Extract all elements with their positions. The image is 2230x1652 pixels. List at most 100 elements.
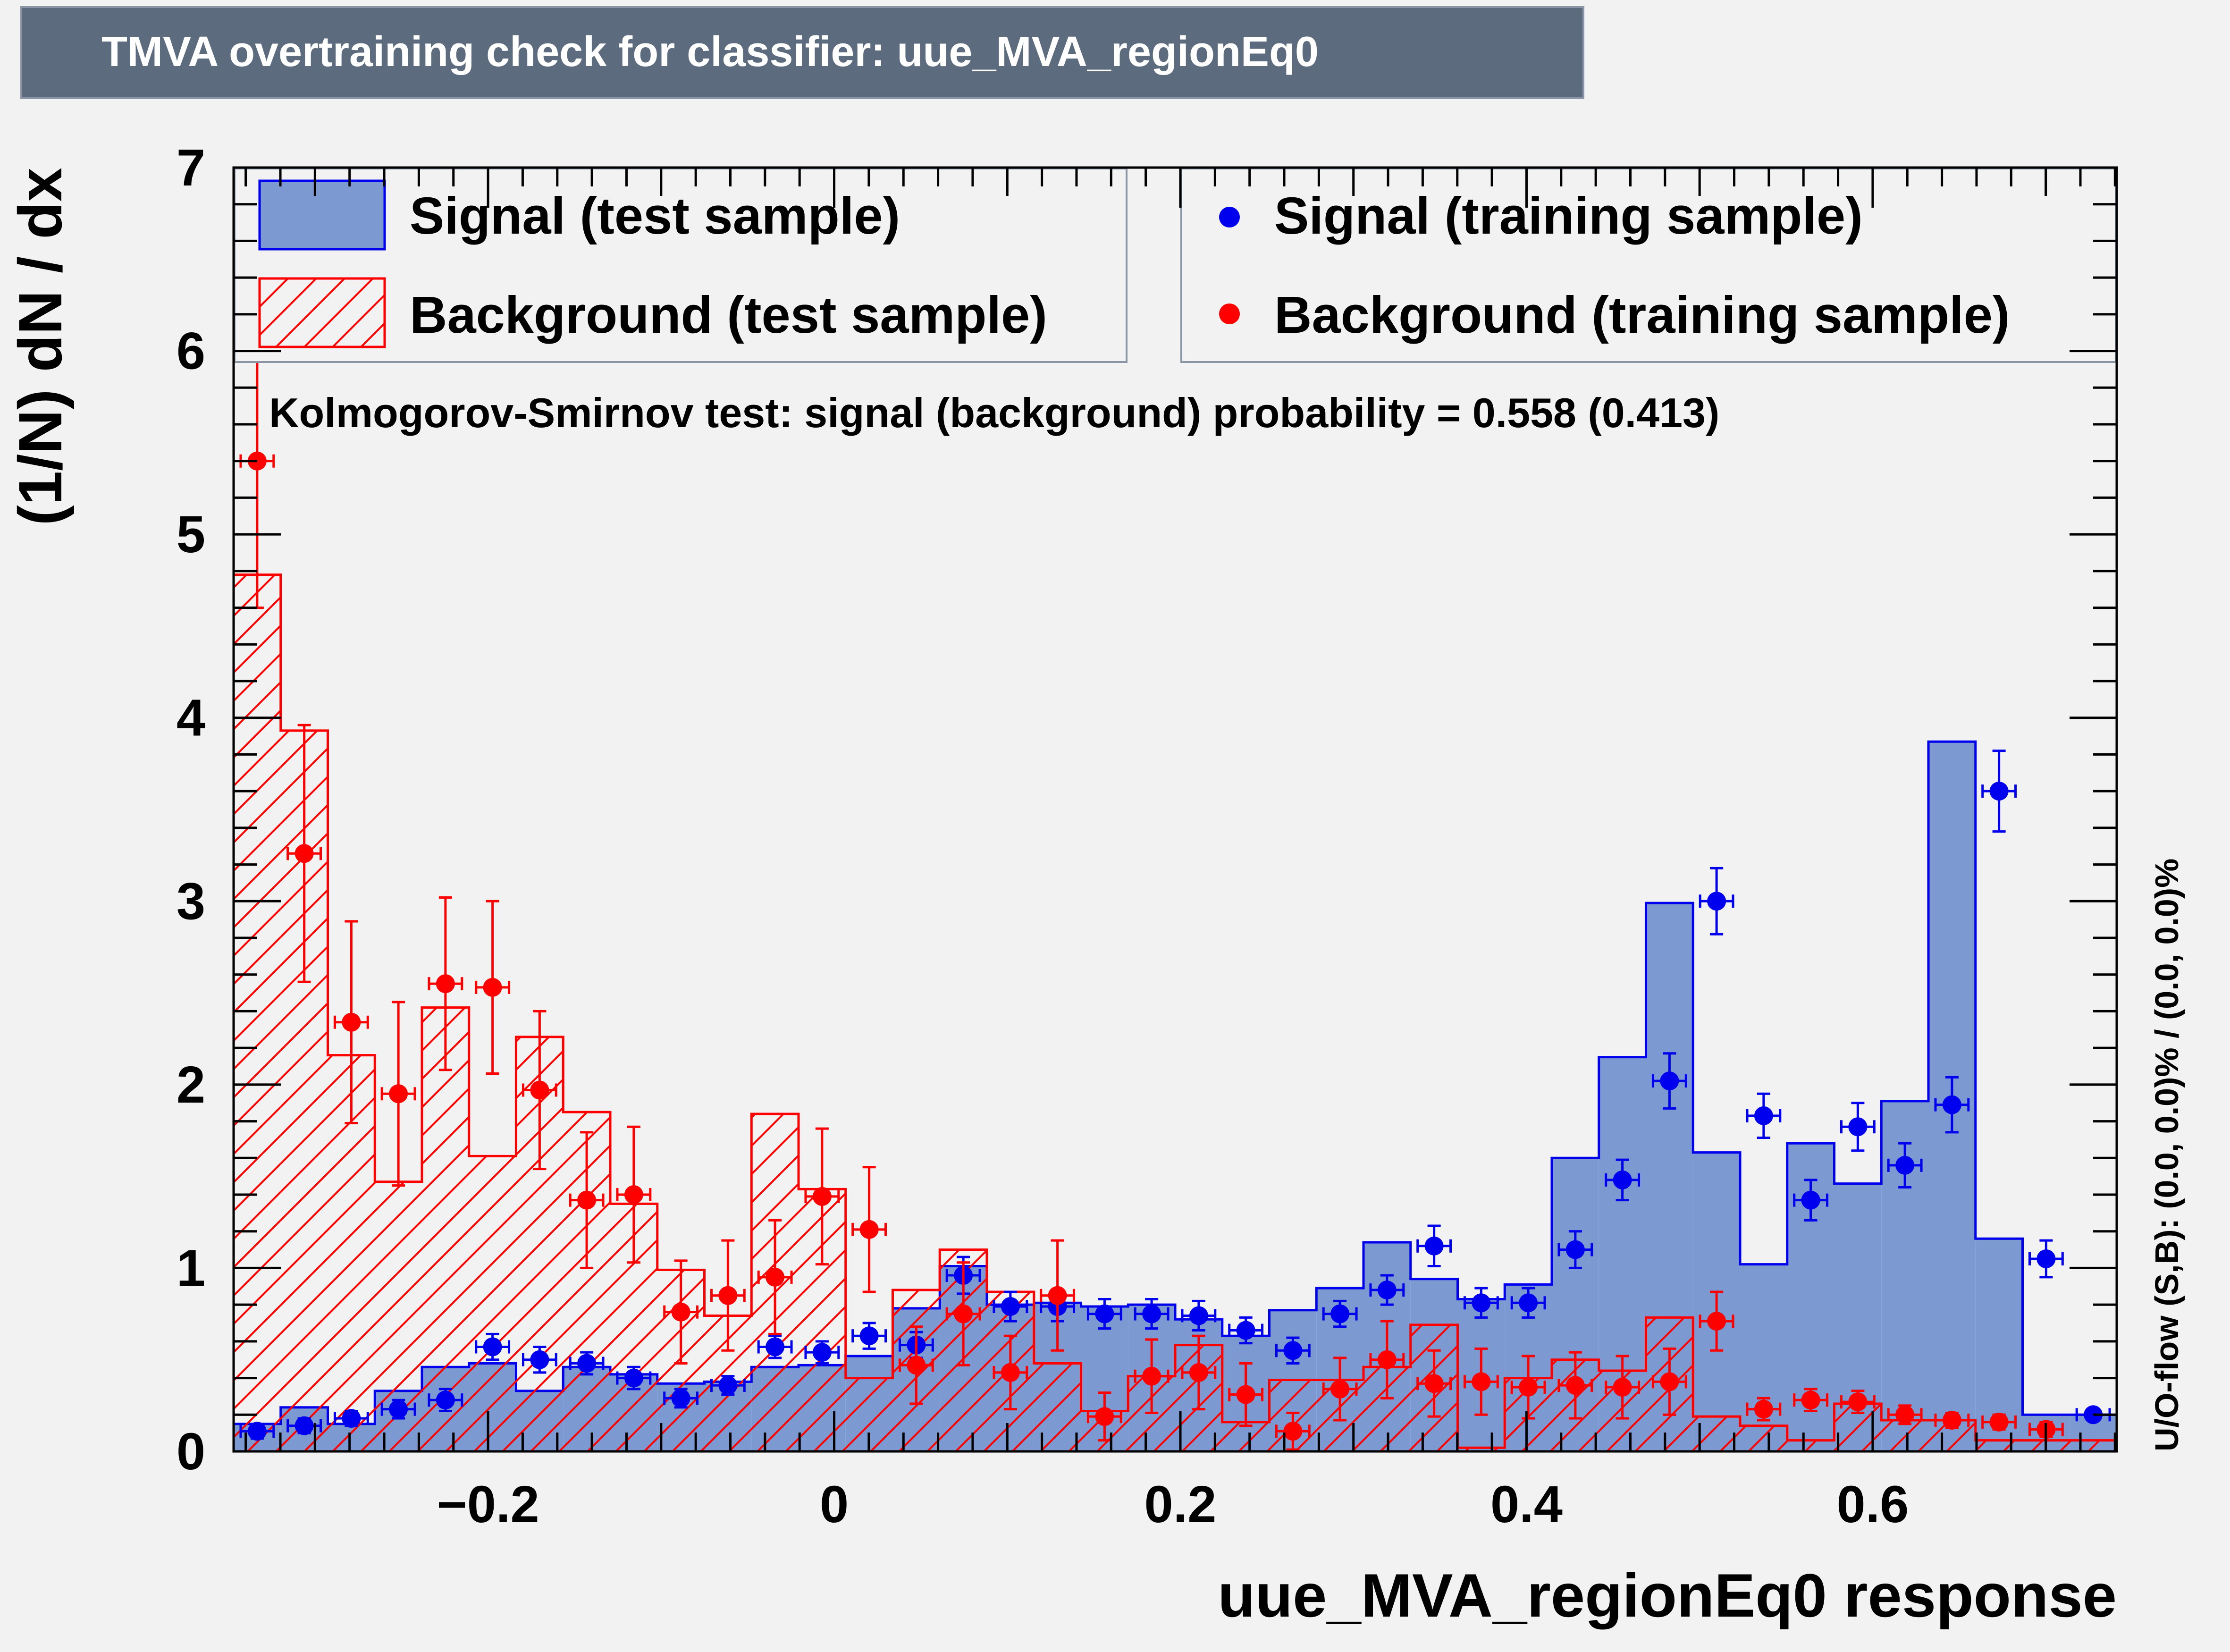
y-tick-label: 3 [177, 872, 205, 930]
background-test-bar [234, 574, 281, 1451]
background-training-marker [1001, 1363, 1020, 1382]
background-training-marker [1330, 1379, 1350, 1399]
signal-training-marker [577, 1354, 597, 1373]
background-training-point [1981, 1412, 2017, 1432]
signal-training-marker [1330, 1304, 1350, 1323]
background-test-bar [2070, 1440, 2117, 1451]
background-training-point [993, 1334, 1028, 1411]
signal-training-point [1275, 1336, 1311, 1365]
signal-training-marker [1660, 1071, 1679, 1091]
background-training-point [1322, 1357, 1358, 1422]
background-test-bar [469, 1156, 516, 1451]
background-training-point [1134, 1338, 1170, 1414]
signal-training-marker [1424, 1236, 1444, 1256]
signal-training-marker [1283, 1341, 1303, 1360]
background-training-marker [671, 1302, 690, 1322]
title-banner [20, 6, 1584, 99]
background-training-marker [342, 1012, 361, 1032]
signal-training-point [1086, 1298, 1122, 1330]
signal-training-point [1134, 1298, 1170, 1330]
legend-swatch-signal-test [258, 179, 386, 251]
signal-training-marker [483, 1337, 502, 1357]
background-training-point [1746, 1397, 1782, 1422]
background-training-marker [954, 1304, 973, 1323]
ks-test-text: Kolmogorov-Smirnov test: signal (backgro… [269, 389, 1719, 436]
signal-training-marker [1754, 1106, 1773, 1125]
background-training-marker [1660, 1372, 1679, 1391]
signal-training-point [1746, 1092, 1782, 1139]
legend-label-background-training: Background (training sample) [1274, 286, 2010, 344]
background-training-marker [1942, 1410, 1961, 1430]
background-training-point [475, 900, 511, 1075]
signal-training-marker [1001, 1297, 1020, 1316]
background-training-point [710, 1239, 746, 1352]
background-training-point [1416, 1349, 1452, 1418]
legend-label-background-test: Background (test sample) [410, 286, 1047, 344]
legend-marker-signal-training [1219, 207, 1240, 228]
signal-training-point [1981, 750, 2017, 833]
background-training-point [1651, 1347, 1687, 1416]
background-training-point [616, 1125, 652, 1264]
background-training-point [1887, 1404, 1923, 1425]
signal-training-marker [671, 1389, 690, 1408]
background-training-marker [1377, 1350, 1397, 1369]
background-training-point [945, 1261, 981, 1366]
signal-training-point [1840, 1102, 1876, 1152]
background-training-marker [1989, 1412, 2009, 1432]
signal-training-marker [1848, 1117, 1868, 1137]
background-training-marker [624, 1185, 643, 1204]
y-tick-label: 0 [177, 1423, 205, 1481]
background-training-point [1510, 1355, 1546, 1420]
background-test-bar [1457, 1448, 1505, 1451]
background-training-marker [1754, 1399, 1773, 1419]
signal-training-marker [624, 1368, 643, 1388]
signal-training-marker [1095, 1304, 1114, 1323]
background-training-point [569, 1131, 605, 1269]
background-test-bar [1975, 1440, 2023, 1451]
background-training-point [1369, 1320, 1405, 1399]
background-training-marker [295, 844, 314, 863]
background-training-marker [389, 1084, 408, 1104]
background-training-marker [907, 1356, 926, 1375]
signal-test-bar [1740, 1264, 1787, 1451]
signal-training-marker [1895, 1155, 1915, 1175]
legend-marker-background-training [1219, 303, 1240, 324]
chart-title: TMVA overtraining check for classifier: … [101, 28, 1319, 76]
x-tick-label: 0.4 [1490, 1475, 1563, 1534]
signal-training-point [239, 1422, 275, 1441]
background-training-point [333, 920, 369, 1124]
background-training-point [898, 1325, 934, 1405]
signal-training-point [1416, 1224, 1452, 1268]
y-tick-label: 1 [177, 1239, 205, 1297]
background-training-point [663, 1259, 699, 1365]
background-training-marker [1095, 1407, 1114, 1426]
background-training-point [1228, 1362, 1264, 1427]
signal-training-point [333, 1409, 369, 1428]
background-training-marker [1472, 1372, 1491, 1391]
signal-training-point [1605, 1158, 1641, 1202]
legend-label-signal-training: Signal (training sample) [1274, 187, 1863, 245]
signal-training-point [1793, 1179, 1829, 1222]
background-test-bar [1881, 1420, 1928, 1451]
legend-swatch-background-test [258, 277, 386, 348]
background-training-point [1557, 1351, 1593, 1420]
signal-training-marker [436, 1391, 455, 1410]
background-training-point [1275, 1411, 1311, 1451]
signal-training-marker [1989, 782, 2009, 801]
x-tick-label: 0.6 [1836, 1475, 1909, 1534]
signal-training-marker [247, 1422, 267, 1441]
x-axis-ticks: −0.2 0 0.2 0.4 0.6 [244, 168, 2116, 1534]
background-training-marker [530, 1080, 549, 1100]
y-tick-label: 7 [177, 139, 205, 197]
background-training-marker [1613, 1378, 1632, 1397]
signal-training-point [616, 1365, 652, 1391]
x-tick-label: 0 [820, 1475, 849, 1534]
signal-training-point [380, 1399, 416, 1420]
signal-training-point [1934, 1076, 1970, 1134]
signal-training-point [1887, 1142, 1923, 1188]
signal-training-point [663, 1388, 699, 1409]
background-training-point [1934, 1410, 1970, 1430]
signal-training-marker [1236, 1321, 1255, 1340]
background-training-point [1040, 1239, 1076, 1352]
background-test-bar [1222, 1422, 1270, 1451]
